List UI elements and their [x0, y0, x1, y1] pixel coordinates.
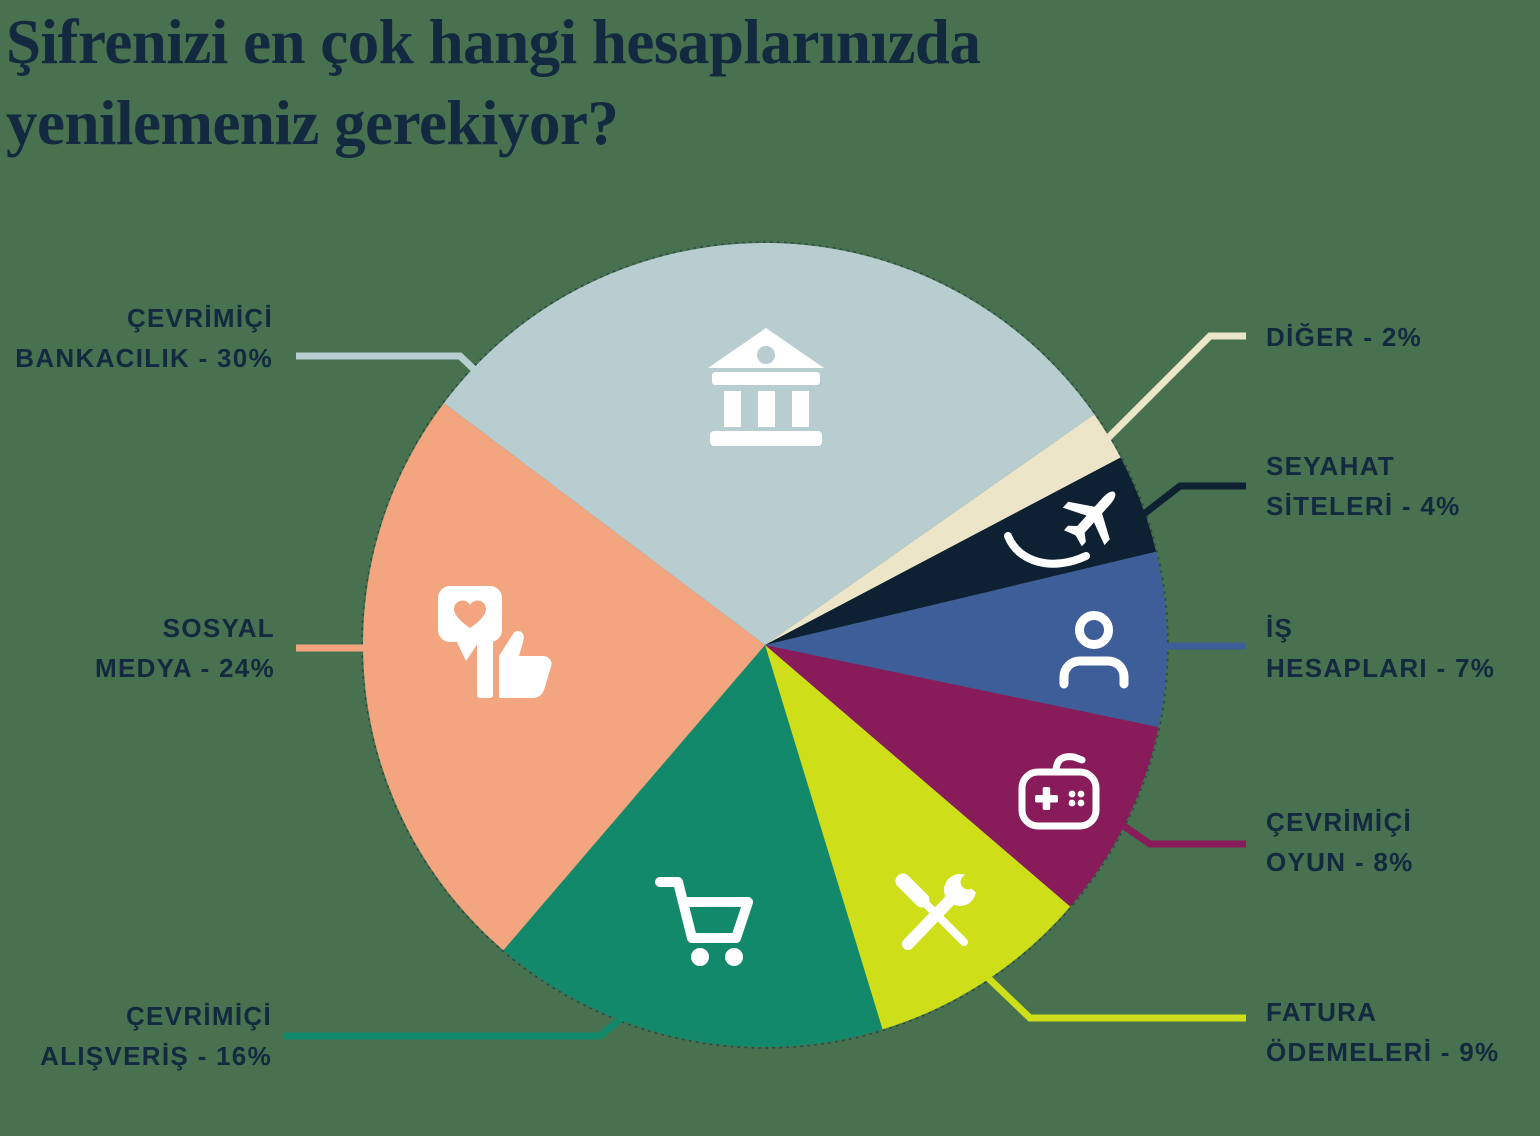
- label-line: HESAPLARI - 7%: [1266, 653, 1496, 683]
- leader-cevrimici-oyun: [1116, 819, 1246, 848]
- label-cevrimici-alisveris: ÇEVRİMİÇİ ALIŞVERİŞ - 16%: [40, 996, 272, 1076]
- tools-icon: [895, 862, 998, 950]
- label-line: DİĞER - 2%: [1266, 322, 1423, 352]
- social-like-icon: [438, 586, 552, 698]
- label-line: FATURA: [1266, 997, 1378, 1027]
- label-line: BANKACILIK - 30%: [15, 343, 273, 373]
- label-line: İŞ: [1266, 613, 1294, 643]
- chart-title: Şifrenizi en çok hangi hesaplarınızda ye…: [6, 2, 981, 164]
- label-line: SİTELERİ - 4%: [1266, 491, 1461, 521]
- leader-diger: [1099, 332, 1246, 447]
- leader-cevrimici-alisveris: [284, 1000, 643, 1040]
- label-line: ÇEVRİMİÇİ: [126, 303, 273, 333]
- pie-slice-fatura-odemeleri: [765, 645, 1071, 1030]
- cart-icon: [655, 877, 753, 966]
- chart-title-line-2: yenilemeniz gerekiyor?: [6, 88, 619, 158]
- airplane-icon: [1004, 491, 1116, 568]
- label-line: ÇEVRİMİÇİ: [125, 1001, 272, 1031]
- person-icon: [1059, 611, 1129, 689]
- leader-lines: [284, 332, 1246, 1040]
- leader-seyahat-siteleri: [1137, 482, 1246, 520]
- pie-slice-cevrimici-oyun: [765, 645, 1159, 907]
- label-fatura-odemeleri: FATURA ÖDEMELERİ - 9%: [1266, 992, 1499, 1072]
- label-line: MEDYA - 24%: [95, 653, 275, 683]
- label-line: ÖDEMELERİ - 9%: [1266, 1037, 1500, 1067]
- label-seyahat-siteleri: SEYAHAT SİTELERİ - 4%: [1266, 446, 1461, 526]
- pie-slice-diger: [765, 414, 1121, 645]
- label-cevrimici-bankacilik: ÇEVRİMİÇİ BANKACILIK - 30%: [15, 298, 273, 378]
- label-line: ÇEVRİMİÇİ: [1266, 807, 1413, 837]
- label-cevrimici-oyun: ÇEVRİMİÇİ OYUN - 8%: [1266, 802, 1414, 882]
- pie-slice-sosyal-medya: [363, 403, 765, 951]
- chart-title-line-1: Şifrenizi en çok hangi hesaplarınızda: [6, 7, 981, 77]
- pie-slice-seyahat-siteleri: [765, 457, 1157, 645]
- label-line: ALIŞVERİŞ - 16%: [40, 1041, 272, 1071]
- leader-fatura-odemeleri: [981, 971, 1246, 1022]
- bank-icon: [708, 328, 824, 446]
- label-line: OYUN - 8%: [1266, 847, 1414, 877]
- leader-cevrimici-bankacilik: [296, 352, 507, 401]
- pie-slices: [363, 242, 1168, 1047]
- label-line: SEYAHAT: [1266, 451, 1396, 481]
- pie-slice-cevrimici-alisveris: [503, 645, 883, 1047]
- label-is-hesaplari: İŞ HESAPLARI - 7%: [1266, 608, 1495, 688]
- label-sosyal-medya: SOSYAL MEDYA - 24%: [95, 608, 275, 688]
- gamepad-icon: [1018, 753, 1100, 830]
- label-line: SOSYAL: [162, 613, 275, 643]
- label-diger: DİĞER - 2%: [1266, 317, 1422, 357]
